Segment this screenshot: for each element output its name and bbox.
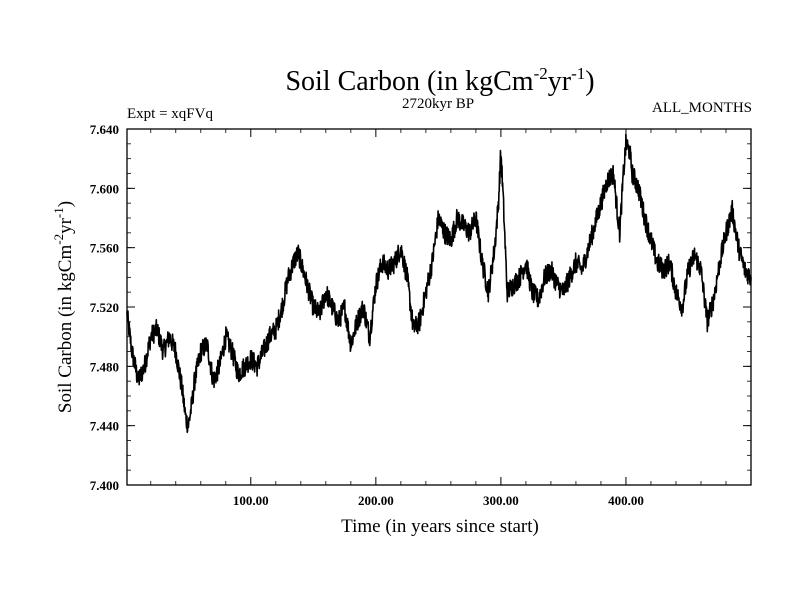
- x-tick-label: 200.00: [358, 493, 394, 508]
- y-tick-label: 7.440: [90, 419, 119, 434]
- y-tick-label: 7.560: [90, 241, 119, 256]
- y-tick-label: 7.400: [90, 478, 119, 493]
- y-tick-label: 7.480: [90, 359, 119, 374]
- period-label: 2720kyr BP: [402, 96, 474, 112]
- soil-carbon-series-line: [126, 133, 752, 434]
- chart-title: Soil Carbon (in kgCm-2yr-1): [285, 64, 594, 97]
- y-tick-label: 7.640: [90, 122, 119, 137]
- plot-frame: [126, 128, 752, 486]
- experiment-label: Expt = xqFVq: [127, 106, 213, 122]
- months-label: ALL_MONTHS: [652, 100, 752, 116]
- x-tick-label: 400.00: [608, 493, 644, 508]
- y-tick-label: 7.520: [90, 300, 119, 315]
- x-tick-label: 300.00: [483, 493, 519, 508]
- series-layer: [126, 133, 752, 434]
- y-axis-label: Soil Carbon (in kgCm-2yr-1): [51, 201, 76, 413]
- x-axis-label: Time (in years since start): [341, 516, 539, 537]
- x-ticks: 100.00 200.00 300.00 400.00: [150, 129, 727, 508]
- x-tick-label: 100.00: [233, 493, 269, 508]
- y-tick-label: 7.600: [90, 181, 119, 196]
- y-ticks: 7.400 7.440 7.480 7.520 7.560 7.600 7.640: [90, 122, 751, 493]
